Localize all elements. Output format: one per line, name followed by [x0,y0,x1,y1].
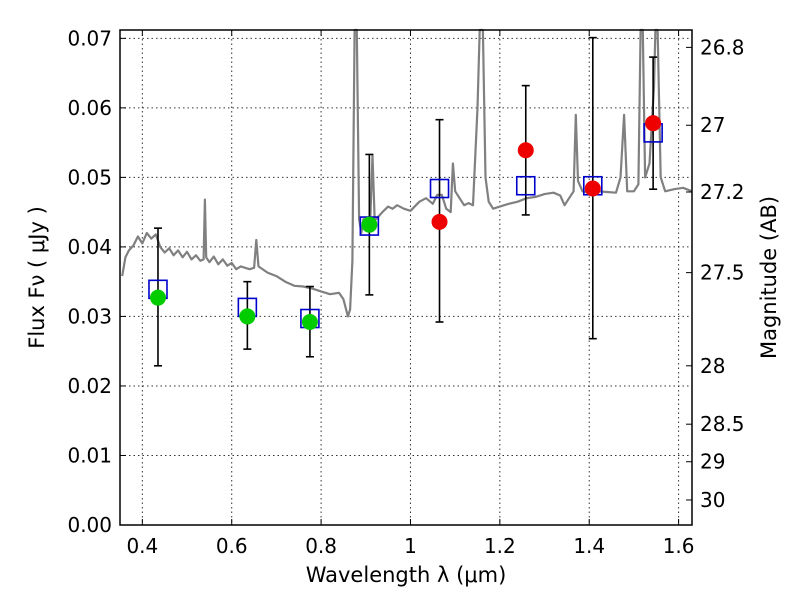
right-tick-label: 26.8 [700,35,745,59]
observed-flux-point [239,308,256,325]
model-photometry-squares [148,123,663,329]
y-axis-label: Flux Fν ( μJy ) [25,206,49,349]
right-tick-label: 27 [700,113,725,137]
observed-flux-point [301,313,318,330]
y-tick-label: 0.07 [67,26,112,50]
y-tick-label: 0.01 [67,443,112,467]
grid [120,30,692,526]
right-tick-label: 27.2 [700,180,745,204]
model-flux-square [515,175,536,196]
right-tick-label: 29 [700,450,725,474]
y-tick-label: 0.06 [67,96,112,120]
model-spectrum-layer [121,28,693,318]
right-tick-label: 28.5 [700,412,745,436]
right-tick-label: 28 [700,354,725,378]
right-tick-label: 27.5 [700,261,745,285]
model-spectrum-line [121,28,693,318]
y-tick-label: 0.04 [67,235,112,259]
x-tick-label: 1.4 [573,534,605,558]
model-flux-square [429,178,450,199]
right-tick-label: 30 [700,488,725,512]
y-tick-label: 0.02 [67,374,112,398]
x-axis-label: Wavelength λ (μm) [306,563,507,587]
x-tick-label: 1.2 [484,534,516,558]
observed-flux-point [517,142,534,159]
right-y-axis-label: Magnitude (AB) [757,196,781,359]
observed-photometry-points [149,115,662,330]
observed-flux-point [361,216,378,233]
axis-ticks: 0.4 0.6 0.8 1 1.2 1.4 1.6 0.00 0.01 0.02 0.03 0.04 0… [67,26,744,558]
plot-frame [119,29,693,526]
x-tick-label: 0.4 [126,534,158,558]
x-tick-label: 1 [404,534,417,558]
y-tick-label: 0.00 [67,513,112,537]
observed-flux-point [149,289,166,306]
x-tick-label: 0.6 [216,534,248,558]
x-tick-label: 1.6 [663,534,695,558]
observed-flux-point [645,115,662,132]
y-tick-label: 0.05 [67,165,112,189]
observed-flux-point [584,180,601,197]
x-tick-label: 0.8 [305,534,337,558]
observed-flux-point [431,213,448,230]
y-tick-label: 0.03 [67,304,112,328]
